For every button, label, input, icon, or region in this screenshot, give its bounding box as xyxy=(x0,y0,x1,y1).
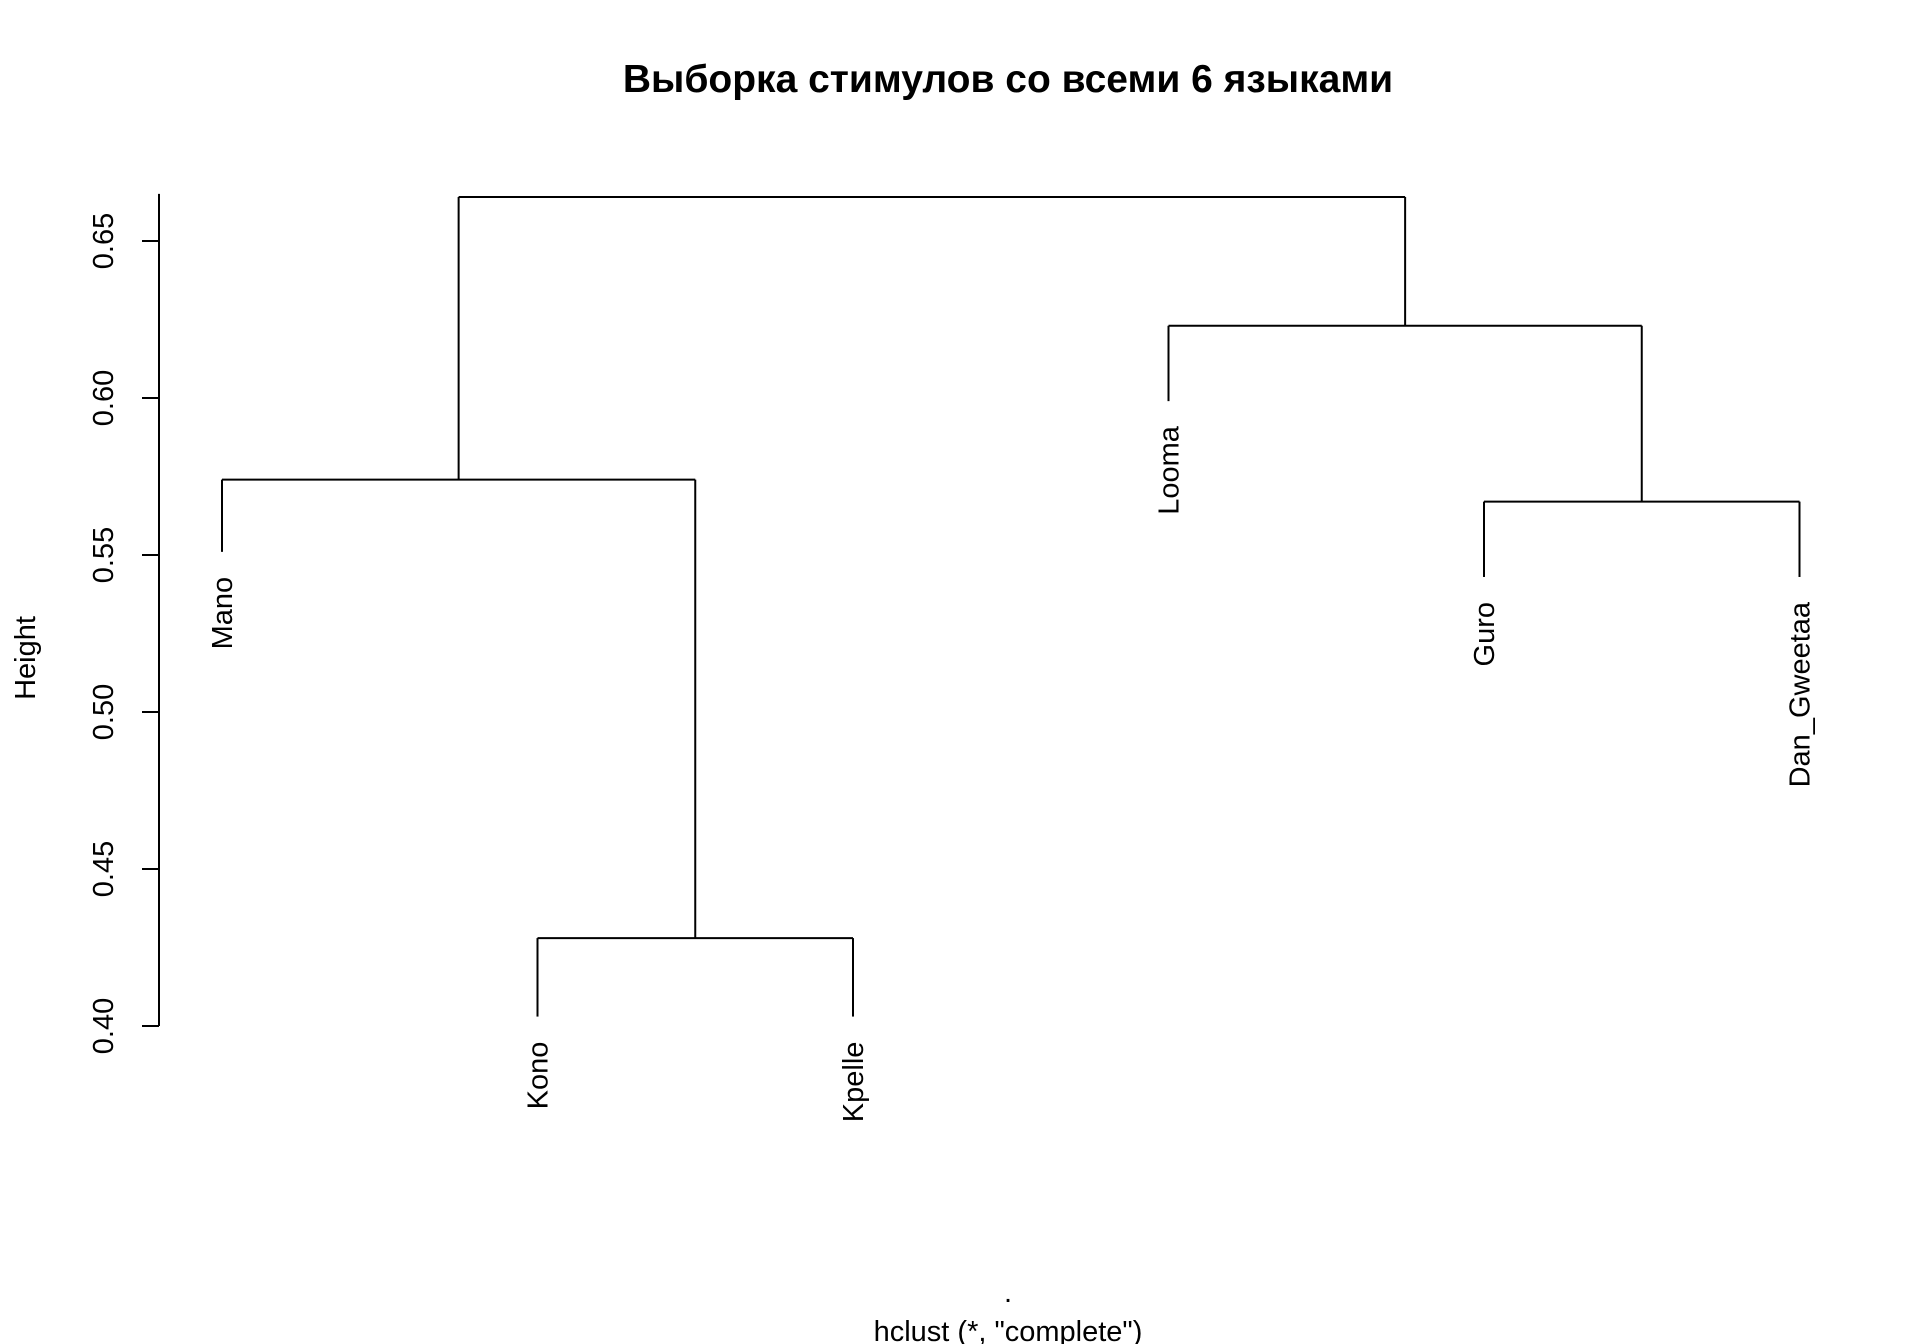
x-axis-label: . xyxy=(1004,1277,1012,1309)
y-axis-label: Height xyxy=(10,616,42,700)
leaf-labels: Mano Kono Kpelle Looma Guro Dan_Gweetaa xyxy=(207,425,1817,1122)
chart-title: Выборка стимулов со всеми 6 языками xyxy=(623,58,1393,101)
leaf-label: Kpelle xyxy=(838,1042,870,1123)
y-tick-label: 0.60 xyxy=(88,370,120,426)
y-tick-label: 0.55 xyxy=(88,527,120,583)
leaf-label: Dan_Gweetaa xyxy=(1785,601,1817,787)
leaf-label: Kono xyxy=(523,1042,555,1110)
y-tick-label: 0.65 xyxy=(88,213,120,269)
leaf-label: Looma xyxy=(1154,425,1186,515)
dendrogram-tree xyxy=(221,196,1801,1017)
y-axis: 0.40 0.45 0.50 0.55 0.60 0.65 xyxy=(88,193,160,1054)
y-tick-label: 0.40 xyxy=(88,998,120,1054)
chart-subtitle: hclust (*, "complete") xyxy=(874,1316,1143,1344)
y-tick-label: 0.50 xyxy=(88,684,120,740)
y-tick-label: 0.45 xyxy=(88,841,120,897)
leaf-label: Mano xyxy=(207,577,239,650)
leaf-label: Guro xyxy=(1469,602,1501,666)
